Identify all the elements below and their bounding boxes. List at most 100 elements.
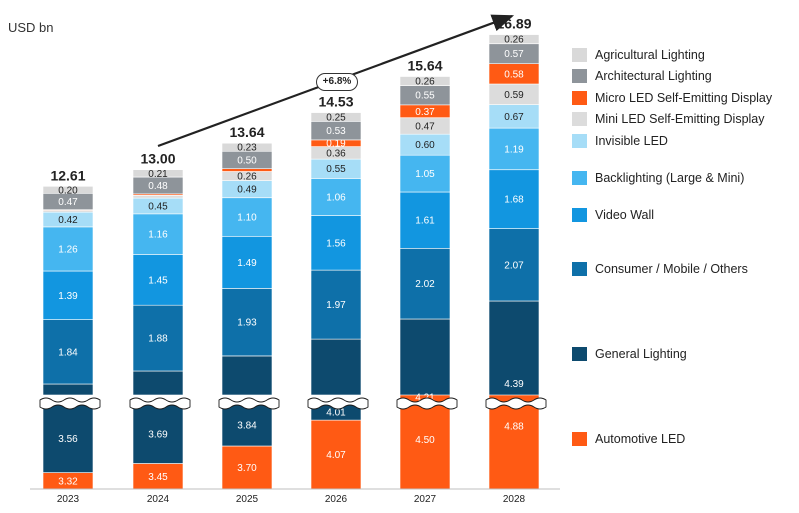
bar-segment-general-lighting-2023 [42,403,94,473]
legend-label: General Lighting [595,347,687,361]
legend-item-invisible-led: Invisible LED [572,133,668,149]
legend-swatch [572,69,587,83]
data-label-general-lighting-2028: 4.39 [504,379,524,390]
data-label-mini-led-self-emitting-display-2027: 0.47 [415,122,435,133]
data-label-general-lighting-2025: 3.84 [237,421,257,432]
axis-break-2028 [485,397,547,410]
bar-segment-agricultural-lighting-2028 [488,34,540,44]
legend-swatch [572,432,587,446]
bar-segment-consumer-mobile-others-2024 [132,304,184,372]
data-label-general-lighting-2024: 3.69 [148,429,168,440]
bar-2024: 3.45 3.69 1.88 1.45 1.16 0.45 0.480.21 13.00 [129,151,191,490]
bar-segment-agricultural-lighting-2027 [399,76,451,86]
data-label-architectural-lighting-2026: 0.53 [326,126,346,137]
legend-item-general-lighting: General Lighting [572,346,687,362]
legend-item-automotive-led: Automotive LED [572,431,685,447]
bar-segment-backlighting-large-mini-2025 [221,197,273,237]
bar-segment-general-lighting-2024 [132,403,184,464]
data-label-agricultural-lighting-2024: 0.21 [148,169,168,180]
bar-segment-video-wall-2023 [42,270,94,320]
bar-segment-backlighting-large-mini-2028 [488,127,540,171]
bar-segment-backlighting-large-mini-2024 [132,213,184,255]
x-tick-label-2025: 2025 [236,494,259,505]
bar-segment-general-lighting-upper-2027 [399,318,451,396]
bars-group: 3.323.561.841.391.260.420.470.2012.613.4… [39,16,547,490]
bar-2027: 4.504.212.021.611.050.600.470.370.550.26… [396,58,458,490]
total-label-2025: 13.64 [229,124,264,140]
data-label-architectural-lighting-2024: 0.48 [148,181,168,192]
total-label-2027: 15.64 [407,58,442,74]
data-label-automotive-led-2026: 4.07 [326,450,346,461]
data-label-backlighting-large-mini-2027: 1.05 [415,169,435,180]
data-label-micro-led-self-emitting-display-2028: 0.58 [504,69,524,80]
bar-segment-backlighting-large-mini-2023 [42,226,94,272]
bar-segment-automotive-led-2026 [310,419,362,490]
data-label-agricultural-lighting-2023: 0.20 [58,185,78,196]
data-label-agricultural-lighting-2025: 0.23 [237,143,257,154]
data-label-video-wall-2025: 1.49 [237,258,257,269]
legend-item-backlighting-large-mini: Backlighting (Large & Mini) [572,170,744,186]
bar-2025: 3.70 3.84 1.93 1.49 1.10 0.49 0.26 0.50 0.23 13.6… [218,124,280,490]
total-label-2023: 12.61 [50,167,85,183]
bar-segment-consumer-mobile-others-2028 [488,228,540,302]
legend-label: Agricultural Lighting [595,48,705,62]
bar-segment-video-wall-2024 [132,254,184,306]
data-label-video-wall-2026: 1.56 [326,238,346,249]
bar-segment-general-lighting-upper-2023 [42,383,94,396]
x-tick-label-2024: 2024 [147,494,170,505]
data-label-consumer-mobile-others-2024: 1.88 [148,334,168,345]
data-label-consumer-mobile-others-2025: 1.93 [237,318,257,329]
bar-segment-video-wall-2025 [221,236,273,289]
data-label-backlighting-large-mini-2024: 1.16 [148,230,168,241]
legend: Agricultural Lighting Architectural Light… [572,0,797,513]
bar-segment-general-lighting-2025 [221,403,273,447]
data-label-automotive-led-2024: 3.45 [148,472,168,483]
bar-segment-general-lighting-upper-2024 [132,370,184,396]
total-label-2024: 13.00 [140,151,175,167]
bar-segment-general-lighting-upper-2026 [310,338,362,396]
legend-label: Invisible LED [595,134,668,148]
data-label-general-lighting-2023: 3.56 [58,434,78,445]
legend-swatch [572,171,587,185]
data-label-invisible-led-2024: 0.45 [148,202,168,213]
bar-segment-consumer-mobile-others-2026 [310,269,362,340]
bar-segment-backlighting-large-mini-2026 [310,178,362,216]
bar-segment-micro-led-self-emitting-display-2025 [221,168,273,172]
bar-segment-general-lighting-upper-2025 [221,355,273,396]
axis-break-2024 [129,397,191,410]
data-label-backlighting-large-mini-2028: 1.19 [504,144,524,155]
legend-label: Backlighting (Large & Mini) [595,171,745,185]
data-label-invisible-led-2025: 0.49 [237,185,257,196]
legend-swatch [572,347,587,361]
total-label-2026: 14.53 [318,94,353,110]
x-tick-label-2023: 2023 [57,494,80,505]
x-tick-label-2026: 2026 [325,494,348,505]
data-label-backlighting-large-mini-2026: 1.06 [326,192,346,203]
bar-segment-agricultural-lighting-2025 [221,142,273,152]
bar-segment-consumer-mobile-others-2027 [399,248,451,320]
growth-rate-badge: +6.8% [316,73,358,91]
x-axis-labels: 2023 2024 2025 2026 2027 2028 [57,494,526,505]
legend-item-architectural-lighting: Architectural Lighting [572,68,712,84]
axis-break-2023 [39,397,101,410]
data-label-consumer-mobile-others-2028: 2.07 [504,260,524,271]
data-label-consumer-mobile-others-2026: 1.97 [326,300,346,311]
data-label-mini-led-self-emitting-display-2025: 0.26 [237,172,257,183]
data-label-invisible-led-2023: 0.42 [58,215,78,226]
legend-label: Automotive LED [595,432,686,446]
axis-break-2025 [218,397,280,410]
legend-swatch [572,48,587,62]
data-label-automotive-led-2025: 3.70 [237,463,257,474]
data-label-consumer-mobile-others-2023: 1.84 [58,347,78,358]
data-label-invisible-led-2027: 0.60 [415,140,435,151]
data-label-micro-led-self-emitting-display-2027: 0.37 [415,107,435,118]
bar-segment-video-wall-2028 [488,169,540,229]
data-label-invisible-led-2028: 0.67 [504,112,524,123]
legend-label: Micro LED Self-Emitting Display [595,91,773,105]
data-label-mini-led-self-emitting-display-2026: 0.36 [326,148,346,159]
legend-swatch [572,91,587,105]
axis-break-2026 [307,397,369,410]
data-label-architectural-lighting-2023: 0.47 [58,197,78,208]
bar-segment-video-wall-2027 [399,191,451,249]
bar-segment-agricultural-lighting-2024 [132,169,184,178]
